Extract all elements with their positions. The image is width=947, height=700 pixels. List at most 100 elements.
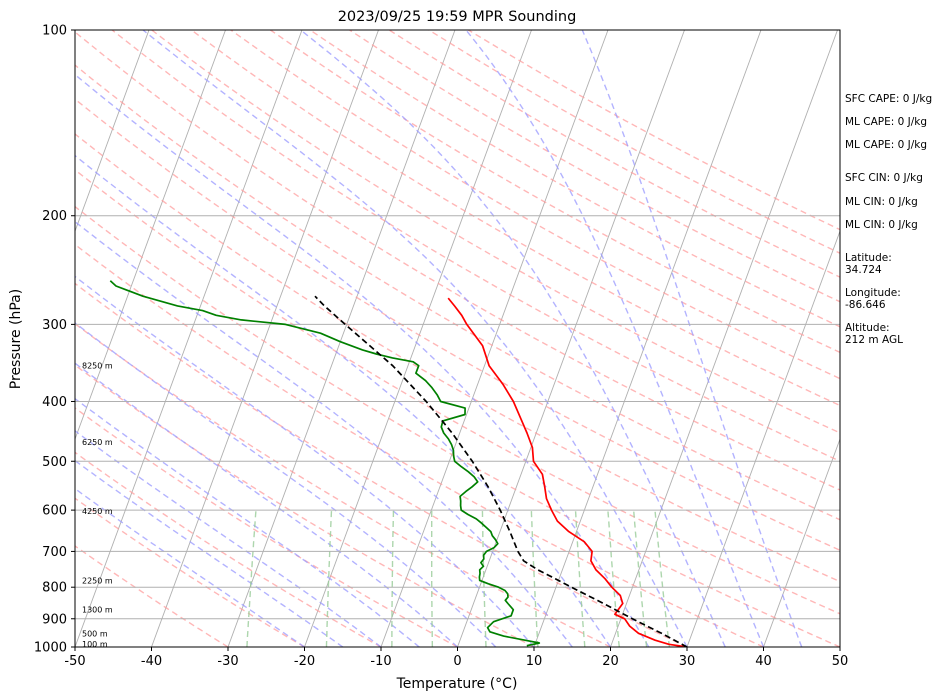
x-axis-label: Temperature (°C) <box>396 676 518 692</box>
y-tick-label: 400 <box>42 395 67 410</box>
dry-adiabat-line <box>270 30 840 354</box>
altitude-label: Altitude: <box>845 322 890 334</box>
height-label: 1300 m <box>82 606 113 615</box>
mixing-ratio-line <box>431 510 434 647</box>
isobar-gridlines <box>75 29 840 648</box>
y-axis-ticks: 1000 900 800 700 600 500 400 300 200 100 <box>34 24 75 656</box>
height-label: 100 m <box>82 640 108 649</box>
dry-adiabat-line <box>75 31 840 491</box>
mixing-ratio-line <box>246 510 257 647</box>
x-axis-ticks: -50 -40 -30 -20 -10 0 10 20 30 40 50 <box>64 647 848 669</box>
y-axis-label: Pressure (hPa) <box>8 289 24 389</box>
plot-frame <box>74 29 841 648</box>
longitude-value: -86.646 <box>845 299 886 311</box>
x-tick-label: 30 <box>679 654 696 669</box>
isotherm-line <box>686 229 840 647</box>
dry-adiabat-line <box>75 322 611 647</box>
isotherm-line <box>151 30 379 647</box>
ml-cape-text-2: ML CAPE: 0 J/kg <box>845 139 928 151</box>
chart-title: 2023/09/25 19:59 MPR Sounding <box>338 9 577 25</box>
y-tick-label: 300 <box>42 318 67 333</box>
profile-lines <box>109 280 688 647</box>
temperature-line <box>447 297 688 647</box>
dewpoint-line <box>109 280 541 647</box>
isotherm-line <box>75 30 303 647</box>
x-tick-label: 0 <box>453 654 461 669</box>
background-lines <box>75 30 840 647</box>
moist-adiabat-line <box>465 30 765 647</box>
dry-adiabat-line <box>349 30 840 303</box>
parcel-profile-line <box>314 295 688 647</box>
height-label: 6250 m <box>82 438 113 447</box>
x-tick-label: -40 <box>141 654 162 669</box>
dry-adiabat-line <box>75 64 840 521</box>
moist-adiabat-line <box>75 459 344 647</box>
moist-adiabat-line <box>75 220 573 647</box>
y-tick-label: 600 <box>42 504 67 519</box>
moist-adiabat-line <box>75 322 497 647</box>
x-tick-label: 50 <box>832 654 849 669</box>
dry-adiabat-line <box>75 98 840 551</box>
isotherm-line <box>304 30 532 647</box>
moist-adiabat-line <box>75 362 458 647</box>
x-tick-label: 40 <box>755 654 772 669</box>
moist-adiabat-line <box>75 275 535 647</box>
dry-adiabat-line <box>75 205 840 647</box>
isotherm-line <box>227 30 456 647</box>
altitude-value: 212 m AGL <box>845 334 903 346</box>
mixing-ratio-line <box>654 510 671 647</box>
x-tick-label: -50 <box>64 654 85 669</box>
height-label: 500 m <box>82 629 108 638</box>
height-label: 2250 m <box>82 576 113 585</box>
longitude-label: Longitude: <box>845 287 901 299</box>
y-tick-label: 200 <box>42 209 67 224</box>
dry-adiabat-line <box>388 30 840 278</box>
ml-cape-text: ML CAPE: 0 J/kg <box>845 116 928 128</box>
x-tick-label: -30 <box>217 654 238 669</box>
y-tick-label: 500 <box>42 455 67 470</box>
moist-adiabat-line <box>75 154 612 647</box>
isotherm-line <box>533 30 762 647</box>
isotherm-line <box>457 30 685 647</box>
ml-cin-text-2: ML CIN: 0 J/kg <box>845 219 918 231</box>
dry-adiabat-line <box>75 407 458 647</box>
moist-adiabat-line <box>75 73 650 647</box>
sfc-cape-text: SFC CAPE: 0 J/kg <box>845 93 933 105</box>
moist-adiabat-line <box>75 429 382 647</box>
isotherm-line <box>610 30 838 647</box>
height-label: 8250 m <box>82 362 113 371</box>
dry-adiabat-line <box>75 545 229 647</box>
dry-adiabat-line <box>75 497 305 647</box>
dry-adiabat-line <box>151 30 840 434</box>
y-tick-label: 1000 <box>34 641 67 656</box>
dry-adiabat-line <box>75 133 840 583</box>
dry-adiabat-line <box>111 30 840 462</box>
x-tick-label: -20 <box>294 654 315 669</box>
latitude-label: Latitude: <box>845 252 892 264</box>
dry-adiabat-line <box>190 30 840 407</box>
dry-adiabat-line <box>75 451 382 647</box>
mixing-ratio-line <box>607 510 620 647</box>
isotherm-line <box>75 30 150 233</box>
dry-adiabat-line <box>75 364 535 647</box>
y-tick-label: 900 <box>42 612 67 627</box>
x-tick-label: 10 <box>526 654 543 669</box>
dry-adiabat-line <box>75 168 840 615</box>
height-labels: 100 m 500 m 1300 m 2250 m 4250 m 6250 m 8250 m <box>82 362 113 649</box>
x-tick-label: -10 <box>370 654 391 669</box>
sfc-cin-text: SFC CIN: 0 J/kg <box>845 172 923 184</box>
isotherm-line <box>763 437 840 647</box>
moist-adiabat-line <box>581 30 803 647</box>
moist-adiabat-line <box>142 30 688 647</box>
dry-adiabat-line <box>75 282 688 647</box>
height-label: 4250 m <box>82 507 113 516</box>
moist-adiabat-line <box>75 397 420 647</box>
y-tick-label: 100 <box>42 24 67 39</box>
isotherm-line <box>75 30 226 441</box>
ml-cin-text: ML CIN: 0 J/kg <box>845 196 918 208</box>
dry-adiabat-line <box>230 30 840 380</box>
x-tick-label: 20 <box>602 654 619 669</box>
mixing-ratio-line <box>530 510 539 647</box>
latitude-value: 34.724 <box>845 264 882 276</box>
